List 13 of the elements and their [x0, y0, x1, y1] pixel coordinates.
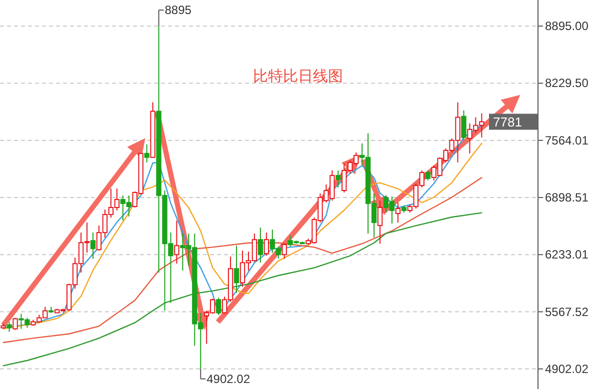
annotation: 8895 — [158, 3, 192, 27]
y-tick-label: 6233.01 — [545, 248, 589, 262]
title: 比特比日线图 — [253, 68, 343, 85]
y-tick-label: 4902.02 — [545, 362, 589, 376]
annotation: 4902.02 — [200, 368, 250, 386]
y-tick-label: 6898.51 — [545, 190, 589, 205]
y-tick-label: 8229.50 — [545, 76, 589, 90]
annotation: 7781 — [489, 114, 538, 130]
annotation: 4902.02 — [206, 372, 250, 386]
y-tick-label: 5567.52 — [545, 304, 589, 319]
y-tick-label: 7564.01 — [545, 133, 589, 148]
annotation: 8895 — [164, 3, 192, 18]
y-tick-label: 8895.00 — [545, 19, 589, 34]
